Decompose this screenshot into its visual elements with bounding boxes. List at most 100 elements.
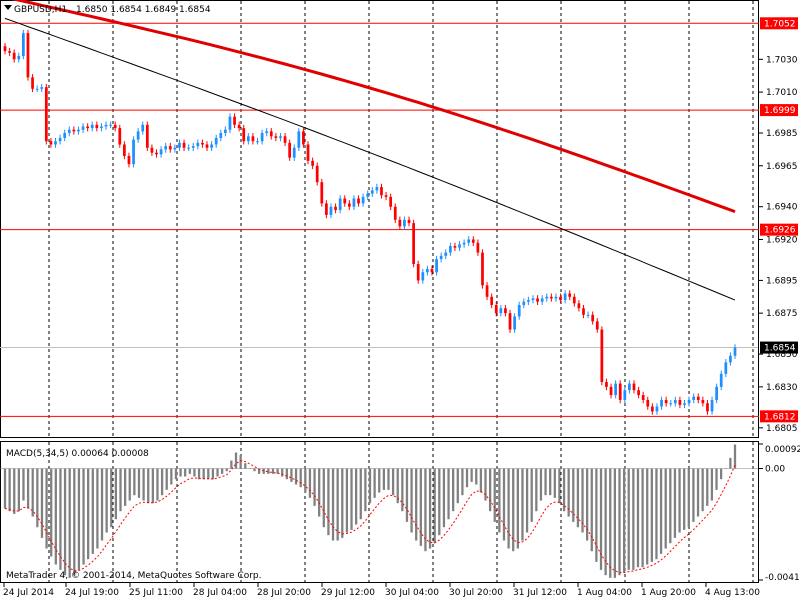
candle[interactable] (109, 121, 112, 129)
candle[interactable] (421, 268, 425, 284)
candle[interactable] (453, 242, 457, 251)
candle[interactable] (210, 141, 213, 152)
candle[interactable] (357, 195, 360, 207)
candle[interactable] (692, 393, 696, 404)
candle[interactable] (591, 311, 595, 325)
moving-average-slow[interactable] (5, 0, 736, 214)
candle[interactable] (563, 290, 567, 304)
candle[interactable] (375, 183, 379, 194)
candle[interactable] (214, 134, 218, 148)
candle[interactable] (549, 293, 553, 302)
candle[interactable] (256, 137, 259, 145)
candle[interactable] (407, 216, 411, 227)
candle[interactable] (315, 162, 319, 186)
candle[interactable] (132, 136, 135, 168)
symbol-dropdown-icon[interactable] (4, 5, 12, 10)
candle[interactable] (517, 301, 521, 320)
candle[interactable] (159, 146, 163, 158)
candle[interactable] (338, 195, 342, 214)
candle[interactable] (522, 298, 526, 309)
candle[interactable] (435, 255, 438, 276)
candle[interactable] (320, 178, 324, 207)
candle[interactable] (545, 293, 549, 302)
candle[interactable] (274, 133, 278, 142)
candle[interactable] (123, 141, 126, 160)
candle[interactable] (715, 383, 719, 404)
candle[interactable] (637, 386, 640, 399)
candle[interactable] (554, 293, 558, 302)
candle[interactable] (329, 203, 333, 219)
candle[interactable] (683, 399, 686, 409)
candle[interactable] (81, 123, 85, 134)
candle[interactable] (476, 239, 480, 256)
candle[interactable] (664, 396, 668, 407)
candle[interactable] (297, 128, 301, 152)
candle[interactable] (72, 126, 76, 135)
candle[interactable] (733, 344, 737, 360)
candle[interactable] (380, 183, 383, 199)
candle[interactable] (540, 295, 544, 305)
candle[interactable] (508, 309, 512, 333)
candle[interactable] (325, 200, 328, 219)
candle[interactable] (403, 216, 406, 230)
candle[interactable] (412, 219, 415, 268)
candle[interactable] (595, 318, 599, 333)
candle[interactable] (219, 129, 223, 142)
candle[interactable] (426, 265, 429, 276)
candle[interactable] (430, 265, 434, 276)
candle[interactable] (504, 304, 507, 317)
candle[interactable] (233, 113, 236, 129)
candle[interactable] (269, 128, 273, 140)
candle[interactable] (164, 142, 168, 153)
candle[interactable] (187, 144, 191, 152)
candle[interactable] (641, 391, 645, 404)
candle[interactable] (439, 252, 443, 263)
candle[interactable] (393, 203, 397, 224)
candle[interactable] (17, 52, 21, 63)
candle[interactable] (513, 313, 516, 333)
candle[interactable] (623, 386, 627, 404)
candle[interactable] (490, 293, 494, 309)
candle[interactable] (224, 126, 227, 137)
candle[interactable] (118, 124, 122, 148)
candle[interactable] (145, 121, 149, 152)
candle[interactable] (347, 200, 351, 210)
candle[interactable] (49, 137, 53, 148)
candle[interactable] (196, 139, 200, 150)
candle[interactable] (283, 133, 287, 147)
candle[interactable] (31, 74, 34, 93)
candle[interactable] (63, 129, 67, 142)
moving-average-fast[interactable] (4, 17, 736, 301)
candle[interactable] (246, 133, 250, 145)
candle[interactable] (568, 290, 572, 301)
candle[interactable] (44, 83, 48, 145)
candle[interactable] (600, 326, 604, 386)
candle[interactable] (265, 128, 269, 137)
candle[interactable] (150, 144, 154, 156)
candle[interactable] (673, 396, 677, 407)
candle[interactable] (701, 396, 705, 407)
candle[interactable] (279, 133, 282, 142)
candle[interactable] (471, 236, 475, 247)
candle[interactable] (696, 393, 700, 404)
candle[interactable] (77, 126, 80, 135)
candle[interactable] (646, 396, 650, 410)
candle[interactable] (306, 141, 310, 165)
candle[interactable] (100, 123, 103, 132)
candle[interactable] (86, 123, 90, 132)
candle[interactable] (494, 301, 498, 317)
candle[interactable] (12, 49, 16, 63)
candle[interactable] (448, 242, 452, 256)
candle[interactable] (485, 282, 489, 301)
candle[interactable] (444, 249, 448, 260)
candle[interactable] (572, 293, 576, 307)
candle[interactable] (458, 241, 461, 251)
candle[interactable] (26, 29, 30, 81)
candle[interactable] (389, 193, 393, 210)
candle[interactable] (251, 133, 255, 145)
candle[interactable] (21, 29, 25, 60)
candle[interactable] (660, 396, 663, 410)
candle[interactable] (678, 396, 682, 409)
candle[interactable] (302, 128, 305, 148)
